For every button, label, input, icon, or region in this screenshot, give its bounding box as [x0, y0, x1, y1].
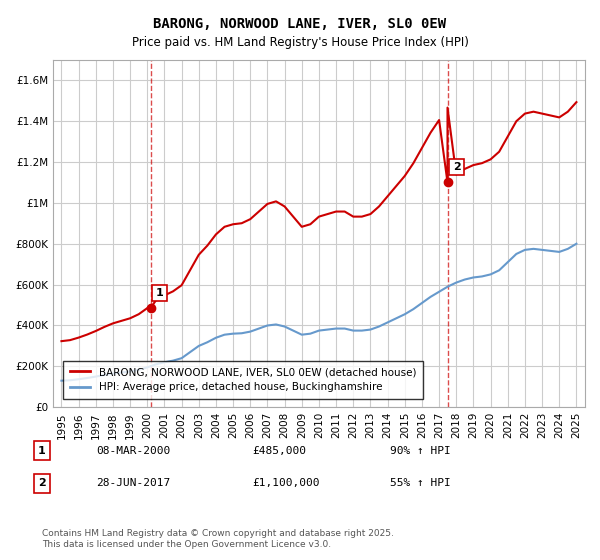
- Text: 2: 2: [38, 478, 46, 488]
- Text: 08-MAR-2000: 08-MAR-2000: [96, 446, 170, 456]
- Text: Contains HM Land Registry data © Crown copyright and database right 2025.
This d: Contains HM Land Registry data © Crown c…: [42, 529, 394, 549]
- Text: £1,100,000: £1,100,000: [252, 478, 320, 488]
- Text: Price paid vs. HM Land Registry's House Price Index (HPI): Price paid vs. HM Land Registry's House …: [131, 36, 469, 49]
- Text: 28-JUN-2017: 28-JUN-2017: [96, 478, 170, 488]
- Text: 2: 2: [452, 162, 460, 172]
- Text: 55% ↑ HPI: 55% ↑ HPI: [390, 478, 451, 488]
- Text: 1: 1: [38, 446, 46, 456]
- Text: £485,000: £485,000: [252, 446, 306, 456]
- Legend: BARONG, NORWOOD LANE, IVER, SL0 0EW (detached house), HPI: Average price, detach: BARONG, NORWOOD LANE, IVER, SL0 0EW (det…: [64, 361, 422, 399]
- Text: 1: 1: [155, 288, 163, 298]
- Text: 90% ↑ HPI: 90% ↑ HPI: [390, 446, 451, 456]
- Text: BARONG, NORWOOD LANE, IVER, SL0 0EW: BARONG, NORWOOD LANE, IVER, SL0 0EW: [154, 17, 446, 31]
